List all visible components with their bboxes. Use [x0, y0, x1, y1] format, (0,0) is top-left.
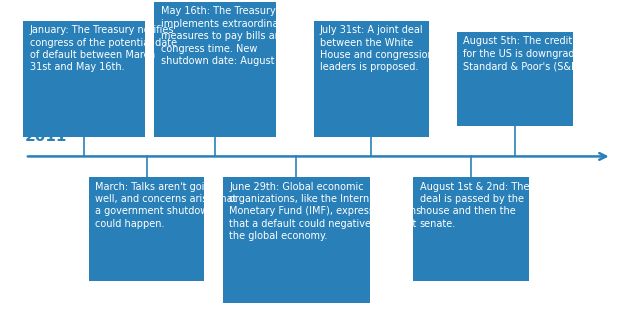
Text: May 16th: The Treasury
implements extraordinary
measures to pay bills and buy
co: May 16th: The Treasury implements extrao…: [160, 6, 308, 66]
Bar: [154, 2, 276, 137]
Bar: [89, 177, 205, 281]
Text: 2011: 2011: [25, 129, 67, 144]
Text: June 29th: Global economic
organizations, like the International
Monetary Fund (: June 29th: Global economic organizations…: [230, 182, 422, 241]
Bar: [413, 177, 529, 281]
Bar: [24, 21, 145, 137]
Text: July 31st: A joint deal
between the White
House and congressional
leaders is pro: July 31st: A joint deal between the Whit…: [319, 25, 442, 72]
Text: August 1st & 2nd: The joint
deal is passed by the
house and then the
senate.: August 1st & 2nd: The joint deal is pass…: [419, 182, 553, 229]
Bar: [313, 21, 429, 137]
Bar: [457, 32, 573, 126]
Text: March: Talks aren't going
well, and concerns arise that
a government shutdown
co: March: Talks aren't going well, and conc…: [95, 182, 236, 229]
Text: January: The Treasury notifies
congress of the potential date
of default between: January: The Treasury notifies congress …: [30, 25, 177, 72]
Text: August 5th: The credit rating
for the US is downgraded by
Standard & Poor's (S&P: August 5th: The credit rating for the US…: [463, 36, 605, 71]
Bar: [223, 177, 369, 303]
